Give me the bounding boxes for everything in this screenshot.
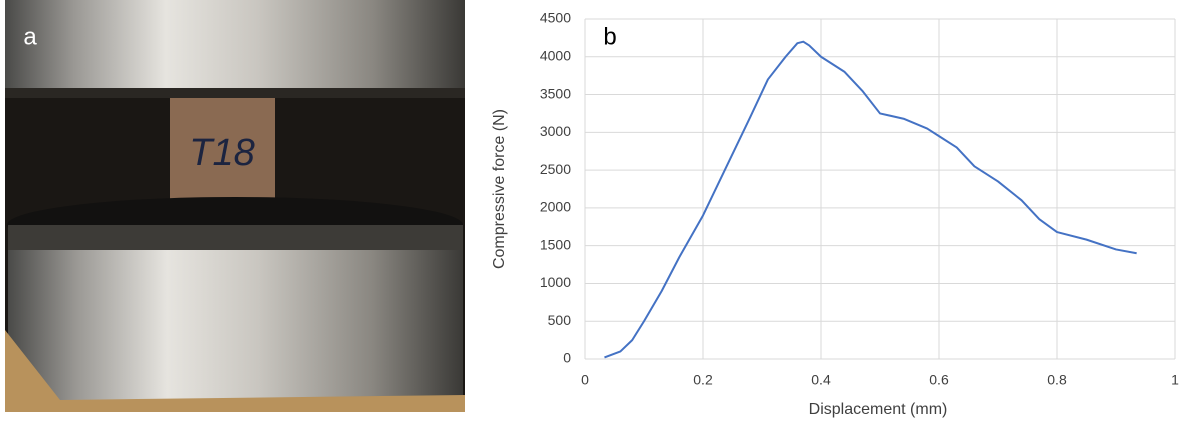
y-tick-label: 2500: [540, 161, 571, 177]
panel-label: b: [603, 23, 616, 50]
x-tick-label: 0: [581, 372, 589, 388]
photo: T18 a: [5, 0, 465, 412]
x-tick-label: 1: [1171, 372, 1179, 388]
y-tick-label: 1000: [540, 274, 571, 290]
x-tick-label: 0.8: [1047, 372, 1067, 388]
data-line: [604, 40, 1137, 359]
y-tick-label: 0: [563, 350, 571, 366]
y-tick-label: 3000: [540, 123, 571, 139]
y-tick-label: 3500: [540, 85, 571, 101]
x-axis-title: Displacement (mm): [809, 401, 948, 418]
specimen-label: T18: [189, 132, 254, 174]
panel-label: a: [23, 23, 37, 50]
x-tick-label: 0.6: [929, 372, 949, 388]
y-tick-label: 1500: [540, 236, 571, 252]
y-axis-title: Compressive force (N): [491, 109, 508, 269]
y-tick-label: 500: [548, 312, 572, 328]
y-tick-label: 4500: [540, 10, 571, 26]
x-tick-label: 0.2: [693, 372, 713, 388]
x-tick-label: 0.4: [811, 372, 831, 388]
y-tick-label: 4000: [540, 47, 571, 63]
y-tick-label: 2000: [540, 199, 571, 215]
